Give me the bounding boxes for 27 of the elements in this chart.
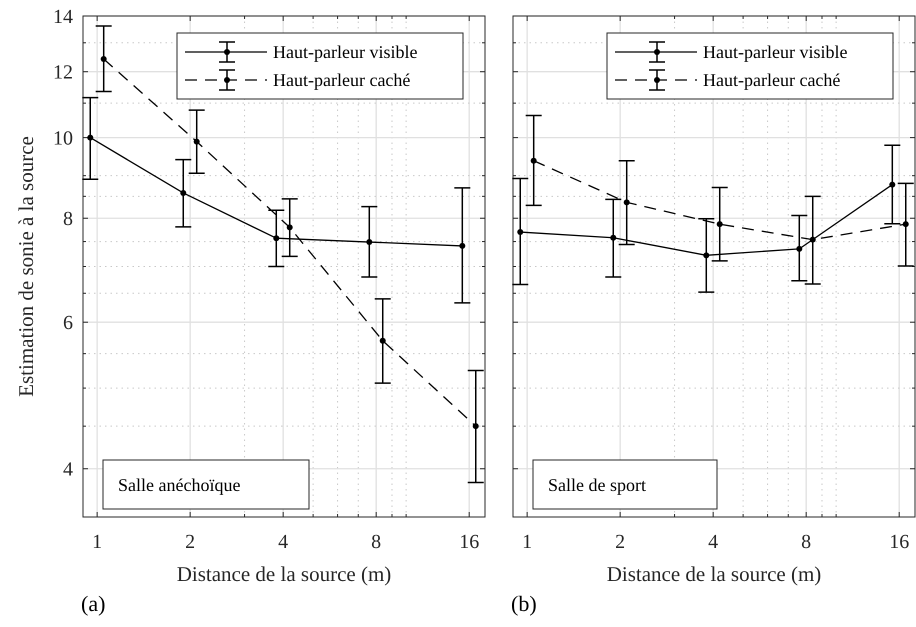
x-tick-label: 8 [801, 531, 812, 553]
x-tick-label: 4 [708, 531, 718, 553]
x-tick-label: 4 [278, 531, 288, 553]
legend-label: Haut-parleur visible [703, 42, 848, 62]
y-tick-label: 4 [63, 458, 73, 481]
x-tick-label: 2 [615, 531, 626, 553]
x-tick-label: 1 [92, 531, 102, 553]
legend-label: Haut-parleur visible [273, 42, 418, 62]
y-tick-label: 14 [53, 6, 73, 28]
x-tick-label: 2 [185, 531, 196, 553]
x-tick-label: 1 [522, 531, 532, 553]
legend-label: Haut-parleur caché [703, 70, 840, 90]
y-tick-label: 6 [63, 312, 73, 334]
x-tick-label: 16 [889, 531, 910, 553]
x-axis-title: Distance de la source (m) [606, 562, 822, 586]
x-tick-label: 16 [459, 531, 480, 553]
y-tick-label: 10 [53, 128, 73, 150]
text: (a) [81, 591, 106, 616]
legend-label: Haut-parleur caché [273, 70, 410, 90]
annotation: Salle de sport [548, 475, 646, 495]
x-tick-label: 8 [371, 531, 382, 553]
x-axis-title: Distance de la source (m) [176, 562, 392, 586]
y-tick-label: 12 [53, 62, 73, 84]
text: (b) [511, 591, 537, 616]
y-axis-title: Estimation de sonie à la source [14, 136, 38, 397]
annotation: Salle anéchoïque [118, 475, 240, 495]
y-tick-label: 8 [63, 208, 73, 230]
